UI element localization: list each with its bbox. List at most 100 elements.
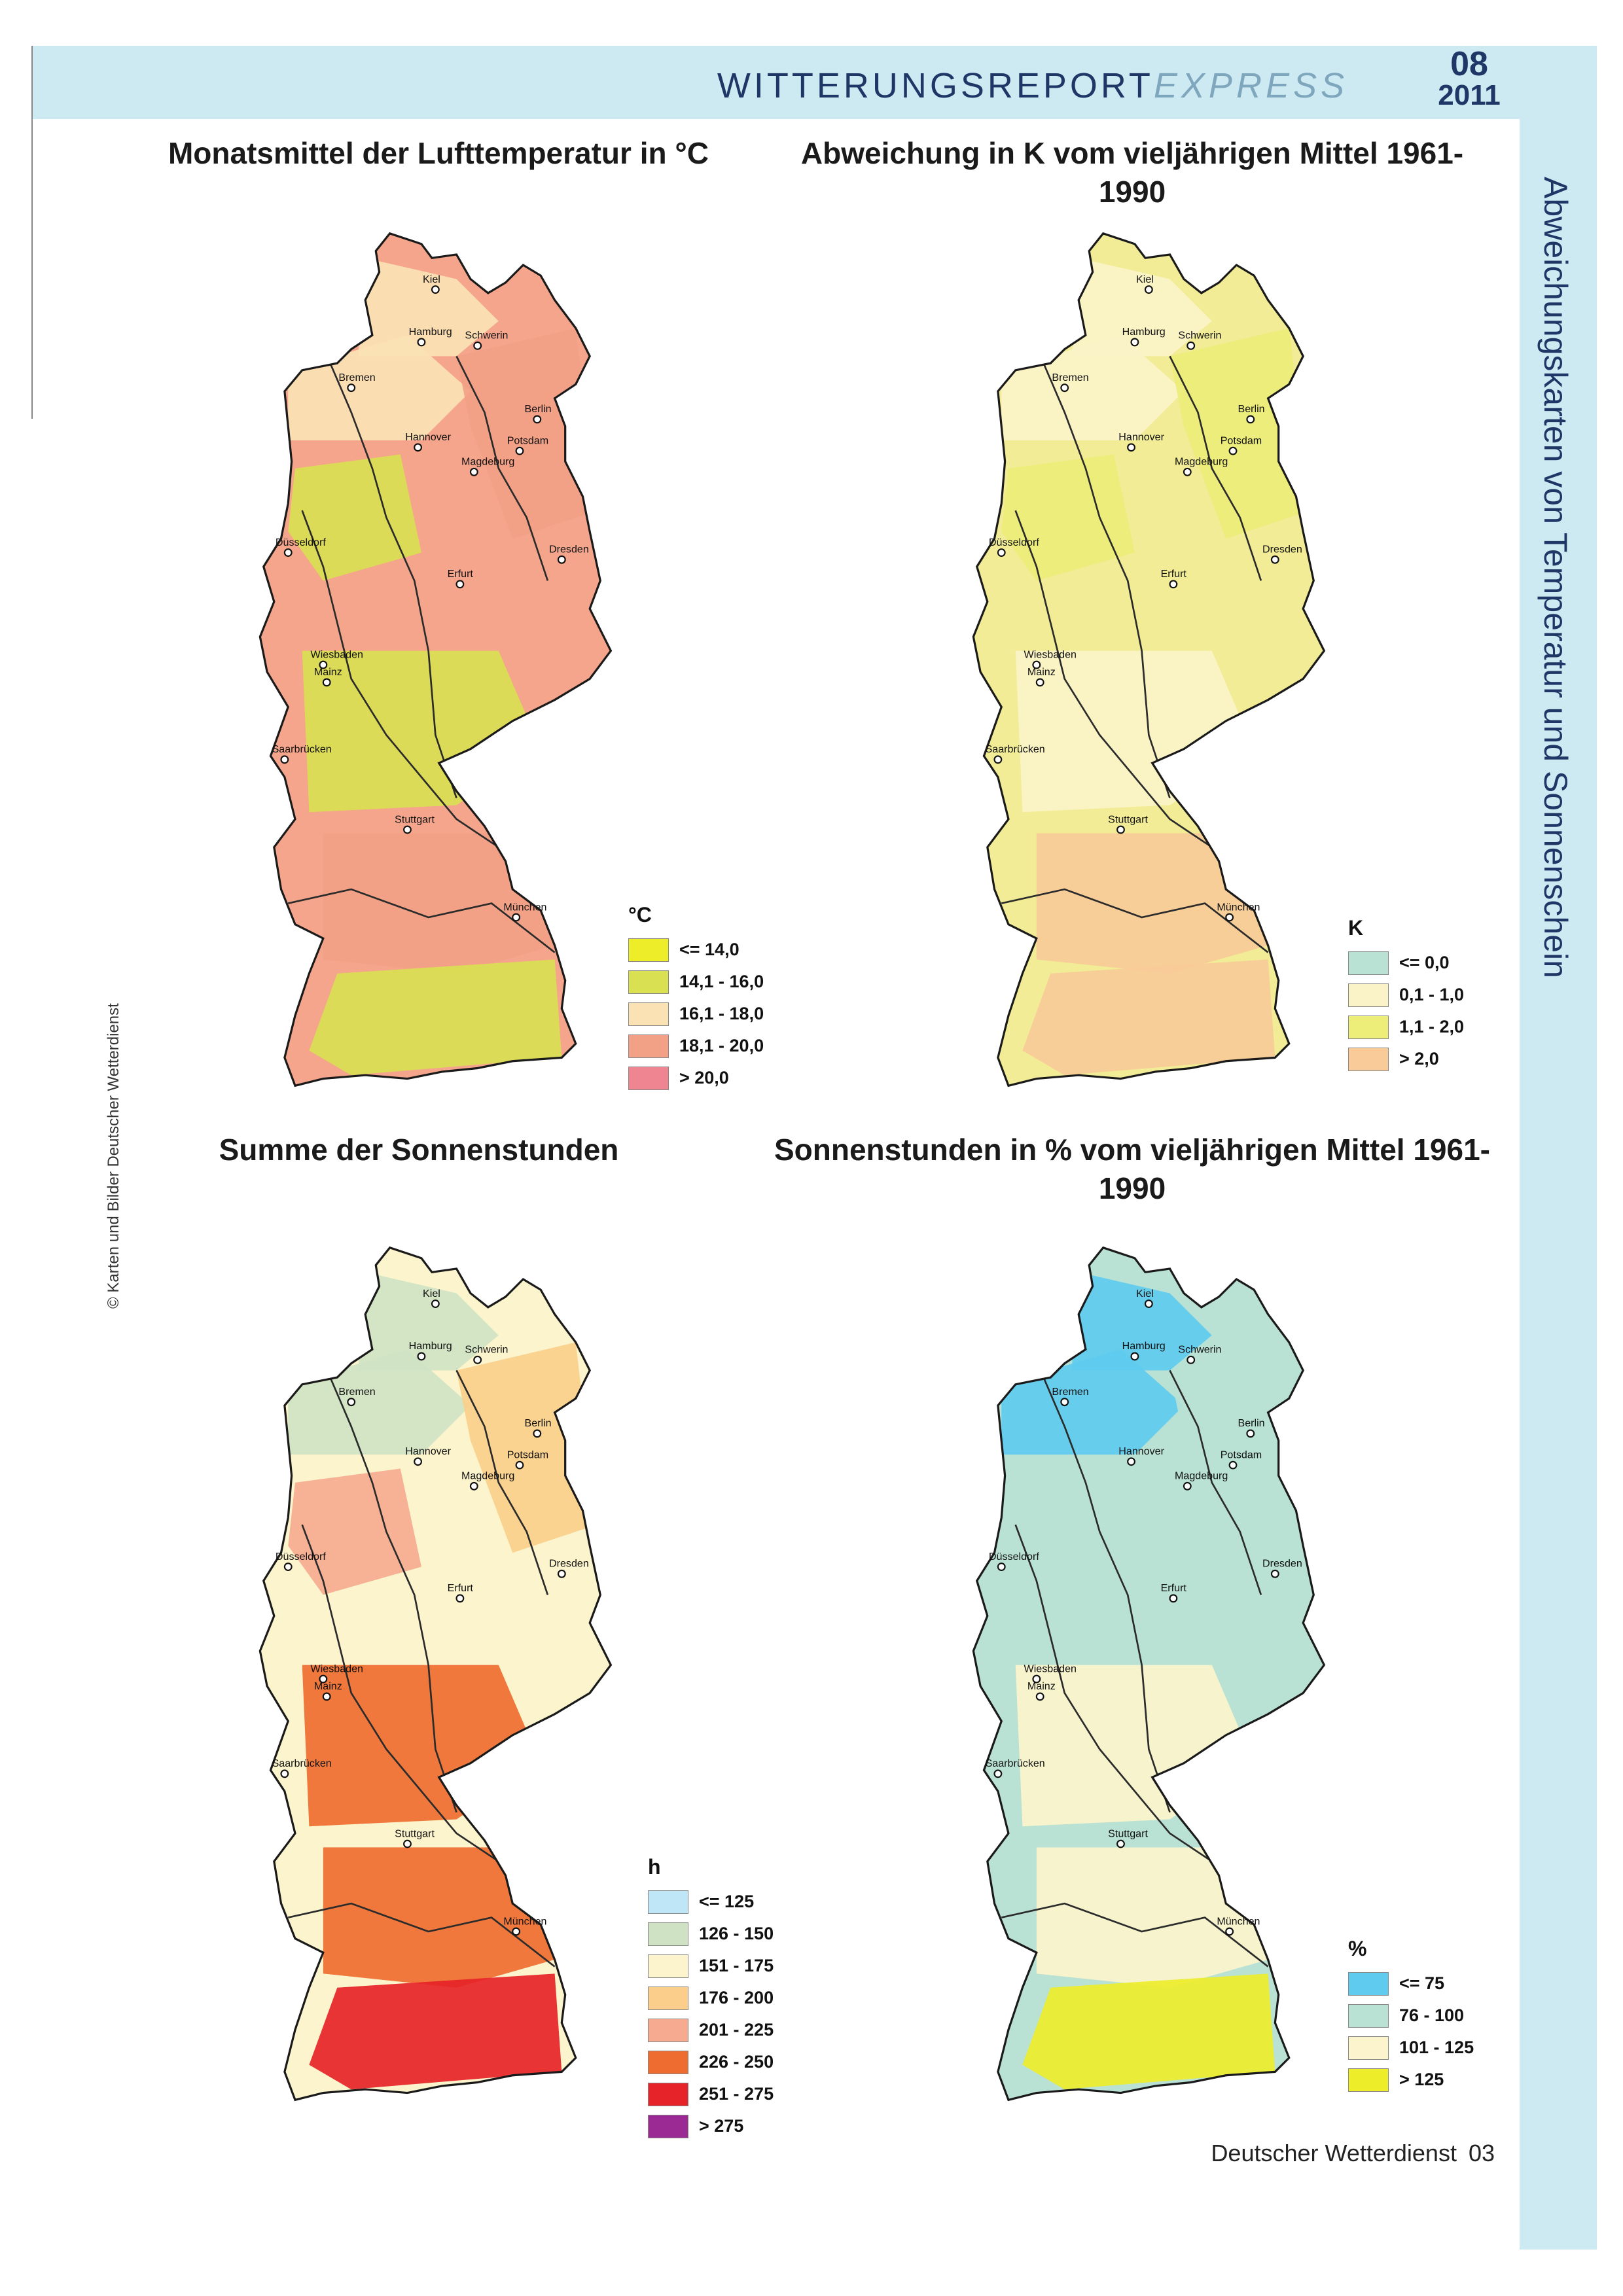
city-marker <box>997 1563 1006 1571</box>
city-marker <box>1035 678 1044 687</box>
city-label: Düsseldorf <box>276 537 326 548</box>
city-marker <box>455 1594 465 1603</box>
city-marker <box>515 1460 524 1470</box>
city-marker <box>322 678 331 687</box>
city-label: Kiel <box>1136 1288 1154 1299</box>
city-label: Schwerin <box>1178 1344 1221 1356</box>
city-marker <box>1116 1839 1125 1848</box>
city-label: Magdeburg <box>461 456 514 468</box>
city-label: Schwerin <box>465 330 508 342</box>
city-label: Dresden <box>1262 544 1302 556</box>
legend-item: 76 - 100 <box>1348 2000 1474 2032</box>
city-marker <box>1032 660 1041 669</box>
city-label: Magdeburg <box>1175 456 1228 468</box>
city-marker <box>997 548 1006 557</box>
city-label: Dresden <box>549 1558 589 1570</box>
state-border-line <box>1001 1902 1269 1968</box>
city-marker <box>512 1927 521 1936</box>
legend-label: 14,1 - 16,0 <box>679 972 764 991</box>
city-marker <box>1144 285 1153 294</box>
city-marker <box>1225 1927 1234 1936</box>
legend-sun-percent: % <= 75 76 - 100 101 - 125 > 125 <box>1348 1937 1474 2096</box>
header-band <box>31 46 1597 119</box>
city-marker <box>469 467 478 476</box>
city-label: Wiesbaden <box>1024 648 1077 660</box>
city-label: Potsdam <box>507 434 548 446</box>
legend-label: > 20,0 <box>679 1068 729 1087</box>
map-sun-sum: Kiel Hamburg Schwerin Bremen Berlin Hannover P… <box>137 1230 726 2107</box>
city-marker <box>280 1769 289 1778</box>
city-marker <box>512 913 521 922</box>
legend-item: 0,1 - 1,0 <box>1348 979 1464 1011</box>
city-marker <box>414 443 422 452</box>
city-label: Schwerin <box>1178 330 1221 342</box>
map-value-region <box>1169 328 1310 539</box>
legend-item: > 125 <box>1348 2064 1474 2096</box>
city-label: Magdeburg <box>461 1470 514 1482</box>
city-label: Hannover <box>405 1445 451 1457</box>
legend-item: 1,1 - 2,0 <box>1348 1011 1464 1043</box>
legend-label: <= 125 <box>699 1892 755 1911</box>
city-label: Mainz <box>314 666 342 678</box>
city-marker <box>1127 1457 1135 1466</box>
city-marker <box>993 755 1003 764</box>
legend-item: 226 - 250 <box>648 2046 774 2078</box>
city-marker <box>319 1674 328 1684</box>
legend-swatch <box>628 970 669 994</box>
city-label: Wiesbaden <box>1024 1663 1077 1674</box>
map-temp-mean: Kiel Hamburg Schwerin Bremen Berlin Hannover P… <box>137 216 726 1093</box>
city-label: Erfurt <box>1161 1582 1187 1594</box>
city-marker <box>533 1429 542 1438</box>
city-label: Düsseldorf <box>989 1551 1039 1563</box>
city-label: Potsdam <box>1221 434 1262 446</box>
city-label: Dresden <box>549 544 589 556</box>
panel-title-temp-anomaly: Abweichung in K vom vieljährigen Mittel … <box>800 136 1464 209</box>
city-marker <box>1144 1299 1153 1308</box>
side-band <box>1520 46 1597 2250</box>
city-marker <box>283 548 293 557</box>
city-marker <box>515 446 524 455</box>
map-value-region <box>1022 1973 1275 2090</box>
panel-title-temp-mean: Monatsmittel der Lufttemperatur in °C <box>168 136 709 170</box>
legend-swatch <box>628 1066 669 1090</box>
legend-item: <= 0,0 <box>1348 947 1464 979</box>
city-marker <box>1246 1429 1255 1438</box>
city-label: Bremen <box>1052 372 1088 383</box>
legend-item: <= 75 <box>1348 1968 1474 2000</box>
city-label: Dresden <box>1262 1558 1302 1570</box>
legend-swatch <box>628 1034 669 1058</box>
legend-item: > 2,0 <box>1348 1043 1464 1075</box>
city-marker <box>993 1769 1003 1778</box>
city-label: Bremen <box>338 372 375 383</box>
legend-swatch <box>1348 983 1389 1007</box>
legend-item: 18,1 - 20,0 <box>628 1030 764 1062</box>
legend-swatch <box>648 1954 688 1978</box>
state-border-line <box>1014 1524 1255 1905</box>
legend-swatch <box>648 1890 688 1914</box>
germany-map-svg: Kiel Hamburg Schwerin Bremen Berlin Hannover P… <box>259 232 613 1087</box>
legend-item: 101 - 125 <box>1348 2032 1474 2064</box>
state-border-line <box>287 888 556 953</box>
city-marker <box>1127 443 1135 452</box>
state-border-line <box>1169 355 1262 581</box>
legend-label: 151 - 175 <box>699 1956 774 1975</box>
country-outline <box>259 1246 613 2102</box>
legend-swatch <box>648 2050 688 2074</box>
city-label: Erfurt <box>1161 568 1187 580</box>
city-label: Saarbrücken <box>272 1757 332 1769</box>
city-marker <box>1060 1398 1069 1407</box>
legend-label: > 275 <box>699 2116 744 2136</box>
city-marker <box>1270 555 1279 564</box>
city-marker <box>1130 1352 1139 1361</box>
legend-item: 251 - 275 <box>648 2078 774 2110</box>
city-label: Stuttgart <box>1108 1828 1148 1839</box>
map-temp-anomaly: Kiel Hamburg Schwerin Bremen Berlin Hannover P… <box>851 216 1440 1093</box>
city-label: Kiel <box>423 274 440 285</box>
map-value-region <box>288 1468 421 1595</box>
legend-label: 101 - 125 <box>1399 2038 1474 2057</box>
legend-item: 151 - 175 <box>648 1950 774 1982</box>
map-value-region <box>358 258 499 357</box>
legend-unit: °C <box>628 903 652 927</box>
city-label: Hamburg <box>409 326 452 338</box>
legend-swatch <box>628 938 669 962</box>
